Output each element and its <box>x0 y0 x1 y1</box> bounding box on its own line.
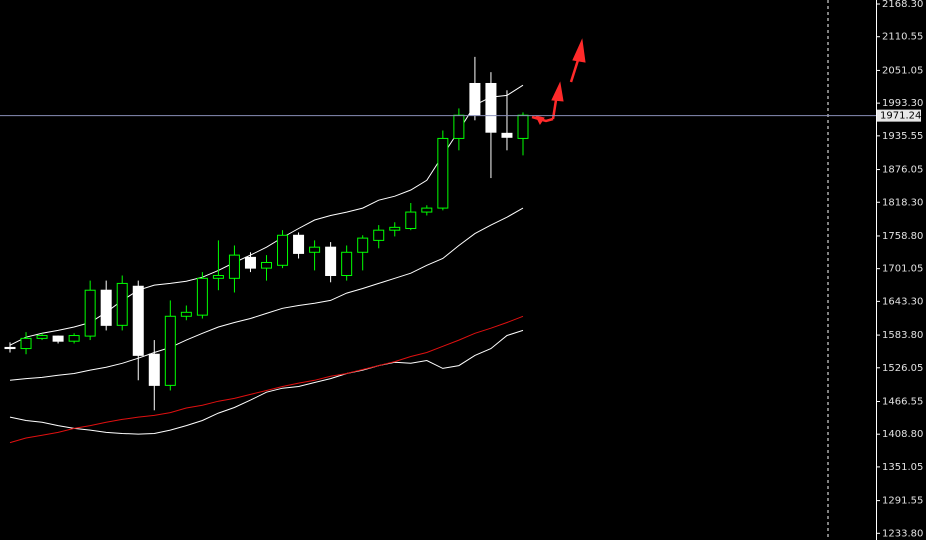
y-tick-label: 1643.30 <box>882 296 923 307</box>
candle-body <box>405 211 417 229</box>
candle-body <box>341 251 353 276</box>
candle-body <box>84 289 96 337</box>
candle-body <box>389 226 401 231</box>
y-tick-label: 1583.80 <box>882 330 923 341</box>
candle-body <box>116 282 128 326</box>
candle-body <box>20 337 32 350</box>
indicator-line <box>9 315 524 444</box>
candle-body <box>228 254 240 279</box>
candle-body <box>485 82 497 133</box>
indicator-line <box>9 329 524 435</box>
indicator-line <box>9 207 524 381</box>
candle-body <box>261 261 272 269</box>
candle-body <box>325 246 337 276</box>
y-tick-label: 1701.05 <box>882 264 923 275</box>
y-tick-label: 1466.55 <box>882 396 923 407</box>
y-tick-label: 1758.80 <box>882 231 923 242</box>
candle-body <box>212 274 224 279</box>
candle-body <box>277 234 289 266</box>
y-tick-label: 2110.55 <box>882 32 923 43</box>
y-tick-label: 1876.05 <box>882 165 923 176</box>
candle-body <box>357 237 369 253</box>
current-price-label: 1971.24 <box>880 111 921 122</box>
y-tick-label: 1233.80 <box>882 528 923 539</box>
candle-body <box>244 256 256 269</box>
candle-body <box>164 315 176 386</box>
candle-body <box>180 311 192 317</box>
y-tick-label: 1935.55 <box>882 131 923 142</box>
y-tick-label: 2051.05 <box>882 65 923 76</box>
arrow-head <box>535 115 545 125</box>
candle-body <box>132 285 144 356</box>
candle-body <box>4 346 16 350</box>
candle-body <box>469 82 481 116</box>
candle-body <box>196 277 208 316</box>
candle-body <box>68 335 80 342</box>
candle-body <box>100 289 112 326</box>
candle-body <box>52 335 64 342</box>
candle-body <box>36 335 48 339</box>
candle-body <box>453 114 465 139</box>
current-price-box <box>877 109 921 122</box>
candle-body <box>148 353 160 386</box>
candle-body <box>421 207 433 213</box>
y-tick-label: 2168.30 <box>882 0 923 10</box>
arrow-head <box>551 81 564 102</box>
candle-body <box>437 137 449 209</box>
candle-body <box>517 114 529 139</box>
arrow-head <box>572 38 586 63</box>
y-tick-label: 1291.55 <box>882 496 923 507</box>
y-tick-label: 1351.05 <box>882 462 923 473</box>
candle-body <box>309 246 321 253</box>
y-tick-label: 1408.80 <box>882 429 923 440</box>
candle-body <box>501 132 513 138</box>
candle-body <box>293 234 305 254</box>
y-tick-label: 1993.30 <box>882 98 923 109</box>
candle-body <box>373 229 385 241</box>
arrow-shaft <box>569 59 580 83</box>
y-tick-label: 1526.05 <box>882 363 923 374</box>
y-tick-label: 1818.30 <box>882 197 923 208</box>
